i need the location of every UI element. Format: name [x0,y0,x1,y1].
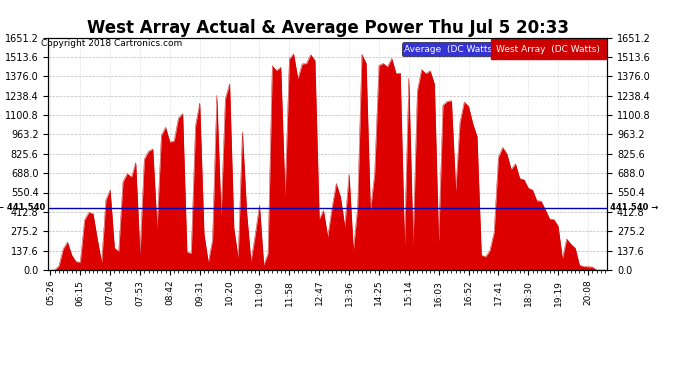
Title: West Array Actual & Average Power Thu Jul 5 20:33: West Array Actual & Average Power Thu Ju… [87,20,569,38]
Text: 441.540 →: 441.540 → [610,203,658,212]
Text: ← 441.540: ← 441.540 [0,203,46,212]
Legend: Average  (DC Watts), West Array  (DC Watts): Average (DC Watts), West Array (DC Watts… [402,42,602,56]
Text: Copyright 2018 Cartronics.com: Copyright 2018 Cartronics.com [41,39,183,48]
